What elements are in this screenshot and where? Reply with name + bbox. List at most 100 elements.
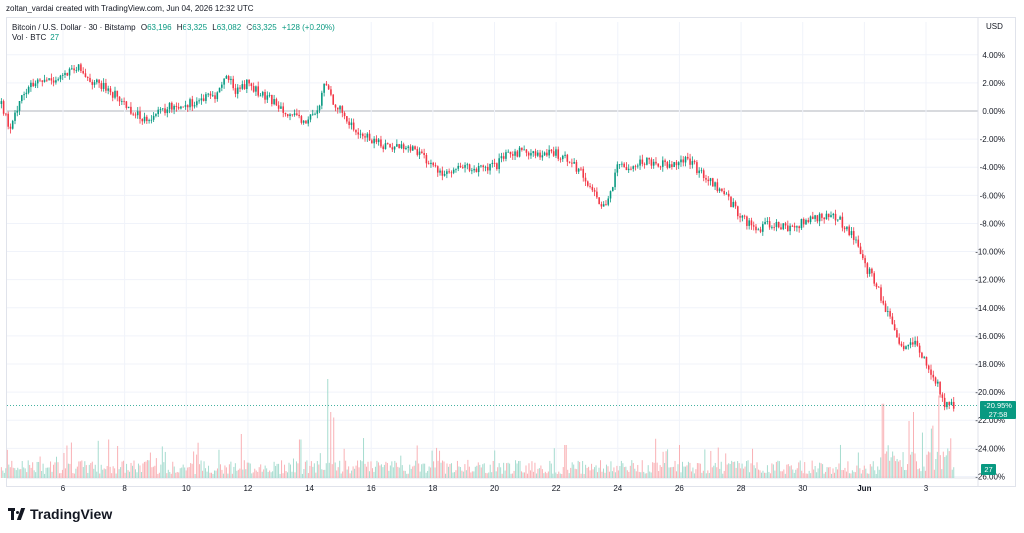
volume-bar bbox=[477, 462, 479, 478]
candle-body bbox=[773, 226, 775, 228]
candle-body bbox=[939, 381, 941, 395]
volume-bar bbox=[288, 462, 290, 478]
candle-body bbox=[675, 162, 678, 166]
volume-bar bbox=[38, 461, 40, 478]
volume-bar bbox=[57, 462, 59, 478]
candle-body bbox=[475, 168, 478, 173]
candle-body bbox=[952, 401, 955, 409]
candle-body bbox=[236, 87, 239, 94]
volume-bar bbox=[216, 468, 218, 478]
volume-bar bbox=[643, 471, 645, 478]
candle-body bbox=[552, 151, 555, 156]
volume-bar bbox=[526, 473, 528, 478]
volume-bar bbox=[847, 461, 849, 478]
candle-body bbox=[146, 116, 148, 122]
candle-body bbox=[41, 80, 44, 82]
volume-bar bbox=[755, 468, 757, 478]
candle-body bbox=[286, 114, 289, 117]
candle-body bbox=[123, 101, 125, 102]
volume-bar bbox=[117, 445, 119, 478]
x-tick-label: 14 bbox=[305, 484, 314, 493]
volume-bar bbox=[538, 468, 540, 478]
candle-body bbox=[171, 102, 173, 110]
candle-body bbox=[96, 79, 98, 83]
volume-bar bbox=[810, 473, 812, 478]
volume-bar bbox=[315, 472, 317, 478]
volume-bar bbox=[255, 470, 257, 478]
volume-bar bbox=[219, 464, 221, 478]
volume-bar bbox=[489, 464, 491, 478]
chart-frame bbox=[6, 17, 1016, 487]
volume-bar bbox=[272, 471, 274, 478]
volume-bar bbox=[760, 472, 762, 478]
volume-bar bbox=[690, 471, 692, 478]
volume-bar bbox=[45, 467, 47, 478]
candle-body bbox=[343, 112, 346, 117]
candle-body bbox=[364, 136, 366, 138]
volume-bar bbox=[573, 464, 575, 478]
volume-bar bbox=[515, 460, 517, 478]
volume-bar bbox=[823, 473, 825, 478]
volume-bar bbox=[47, 467, 49, 478]
volume-bar bbox=[559, 473, 561, 478]
volume-bar bbox=[462, 471, 464, 478]
volume-bar bbox=[834, 472, 836, 478]
candle-body bbox=[241, 84, 244, 89]
volume-bar bbox=[292, 458, 294, 478]
candle-body bbox=[527, 152, 530, 156]
volume-bar bbox=[518, 461, 520, 478]
volume-bar bbox=[650, 472, 652, 478]
candle-body bbox=[932, 374, 935, 378]
tradingview-logo[interactable]: TradingView bbox=[8, 506, 112, 522]
volume-bar bbox=[673, 466, 675, 478]
symbol-label: Bitcoin / U.S. Dollar · 30 · Bitstamp bbox=[12, 23, 136, 32]
volume-bar bbox=[410, 468, 412, 478]
candle-body bbox=[366, 133, 369, 138]
volume-bar bbox=[614, 472, 616, 478]
volume-bar bbox=[619, 466, 621, 478]
volume-bar bbox=[622, 463, 624, 478]
volume-bar bbox=[215, 470, 217, 478]
volume-bar bbox=[801, 470, 803, 478]
candle-body bbox=[727, 193, 730, 197]
volume-bar bbox=[915, 461, 917, 478]
volume-bar bbox=[248, 462, 250, 478]
candle-body bbox=[373, 138, 375, 144]
volume-bar bbox=[142, 463, 144, 478]
volume-bar bbox=[495, 471, 497, 478]
candle-body bbox=[7, 113, 9, 127]
volume-bar bbox=[735, 467, 737, 478]
candle-body bbox=[630, 168, 632, 170]
volume-bar bbox=[550, 463, 552, 478]
volume-bar bbox=[737, 461, 739, 478]
volume-bar bbox=[108, 439, 110, 478]
candle-body bbox=[332, 94, 335, 105]
volume-bar bbox=[172, 461, 174, 478]
candle-body bbox=[541, 155, 544, 158]
volume-bar bbox=[109, 466, 111, 478]
candle-body bbox=[30, 82, 32, 88]
candle-body bbox=[927, 365, 930, 370]
tradingview-logo-icon bbox=[8, 508, 26, 520]
candle-body bbox=[821, 213, 823, 218]
volume-bar bbox=[191, 463, 193, 478]
volume-bar bbox=[465, 470, 467, 478]
volume-bar bbox=[780, 471, 782, 478]
candle-body bbox=[511, 154, 514, 156]
volume-bar bbox=[588, 466, 590, 478]
volume-bar bbox=[948, 451, 950, 478]
currency-label[interactable]: USD bbox=[986, 22, 1003, 31]
y-tick-label: -18.00% bbox=[975, 360, 1005, 369]
x-tick-label: 8 bbox=[122, 484, 127, 493]
volume-bar bbox=[70, 442, 72, 478]
volume-bar bbox=[583, 473, 585, 478]
candle-body bbox=[414, 146, 416, 150]
candle-body bbox=[937, 381, 939, 384]
volume-bar bbox=[798, 462, 800, 478]
volume-bar bbox=[61, 469, 63, 478]
candle-body bbox=[539, 152, 541, 158]
candle-body bbox=[536, 152, 539, 156]
candle-body bbox=[355, 129, 357, 133]
volume-bar bbox=[896, 458, 898, 478]
